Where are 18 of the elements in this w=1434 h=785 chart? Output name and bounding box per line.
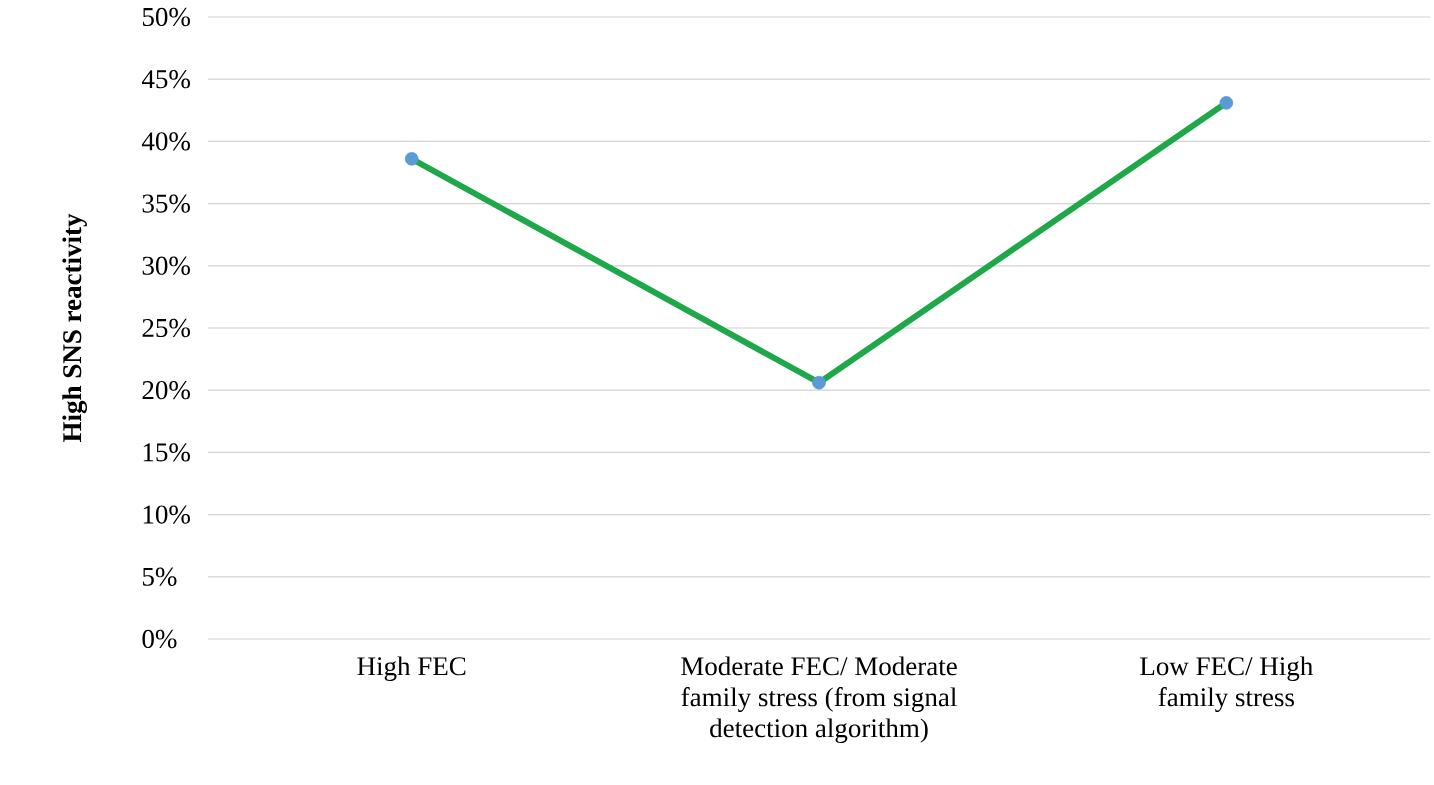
y-tick-label: 15% — [143, 443, 190, 462]
y-tick-label: 5% — [142, 567, 177, 586]
y-tick-label: 35% — [142, 194, 190, 213]
point — [812, 375, 826, 390]
point — [1219, 96, 1234, 110]
y-tick-label: 40% — [141, 132, 190, 151]
x-tick-label: High FEC — [357, 656, 466, 681]
x-tick-label: Low FEC/ High family stress — [1140, 656, 1313, 712]
y-tick-label: 20% — [142, 381, 190, 400]
y-tick-label: 30% — [142, 256, 190, 275]
y-axis-title: High SNS reactivity — [62, 213, 88, 443]
y-tick-label: 25% — [142, 318, 190, 338]
point — [404, 152, 419, 166]
y-tick-label: 0% — [142, 629, 177, 649]
y-tick-label: 10% — [143, 505, 190, 524]
y-tick-label: 45% — [141, 70, 190, 89]
x-tick-label: Moderate FEC/ Moderate family stress (from signal detection algorithm) — [681, 656, 957, 743]
y-tick-label: 50% — [142, 7, 190, 27]
